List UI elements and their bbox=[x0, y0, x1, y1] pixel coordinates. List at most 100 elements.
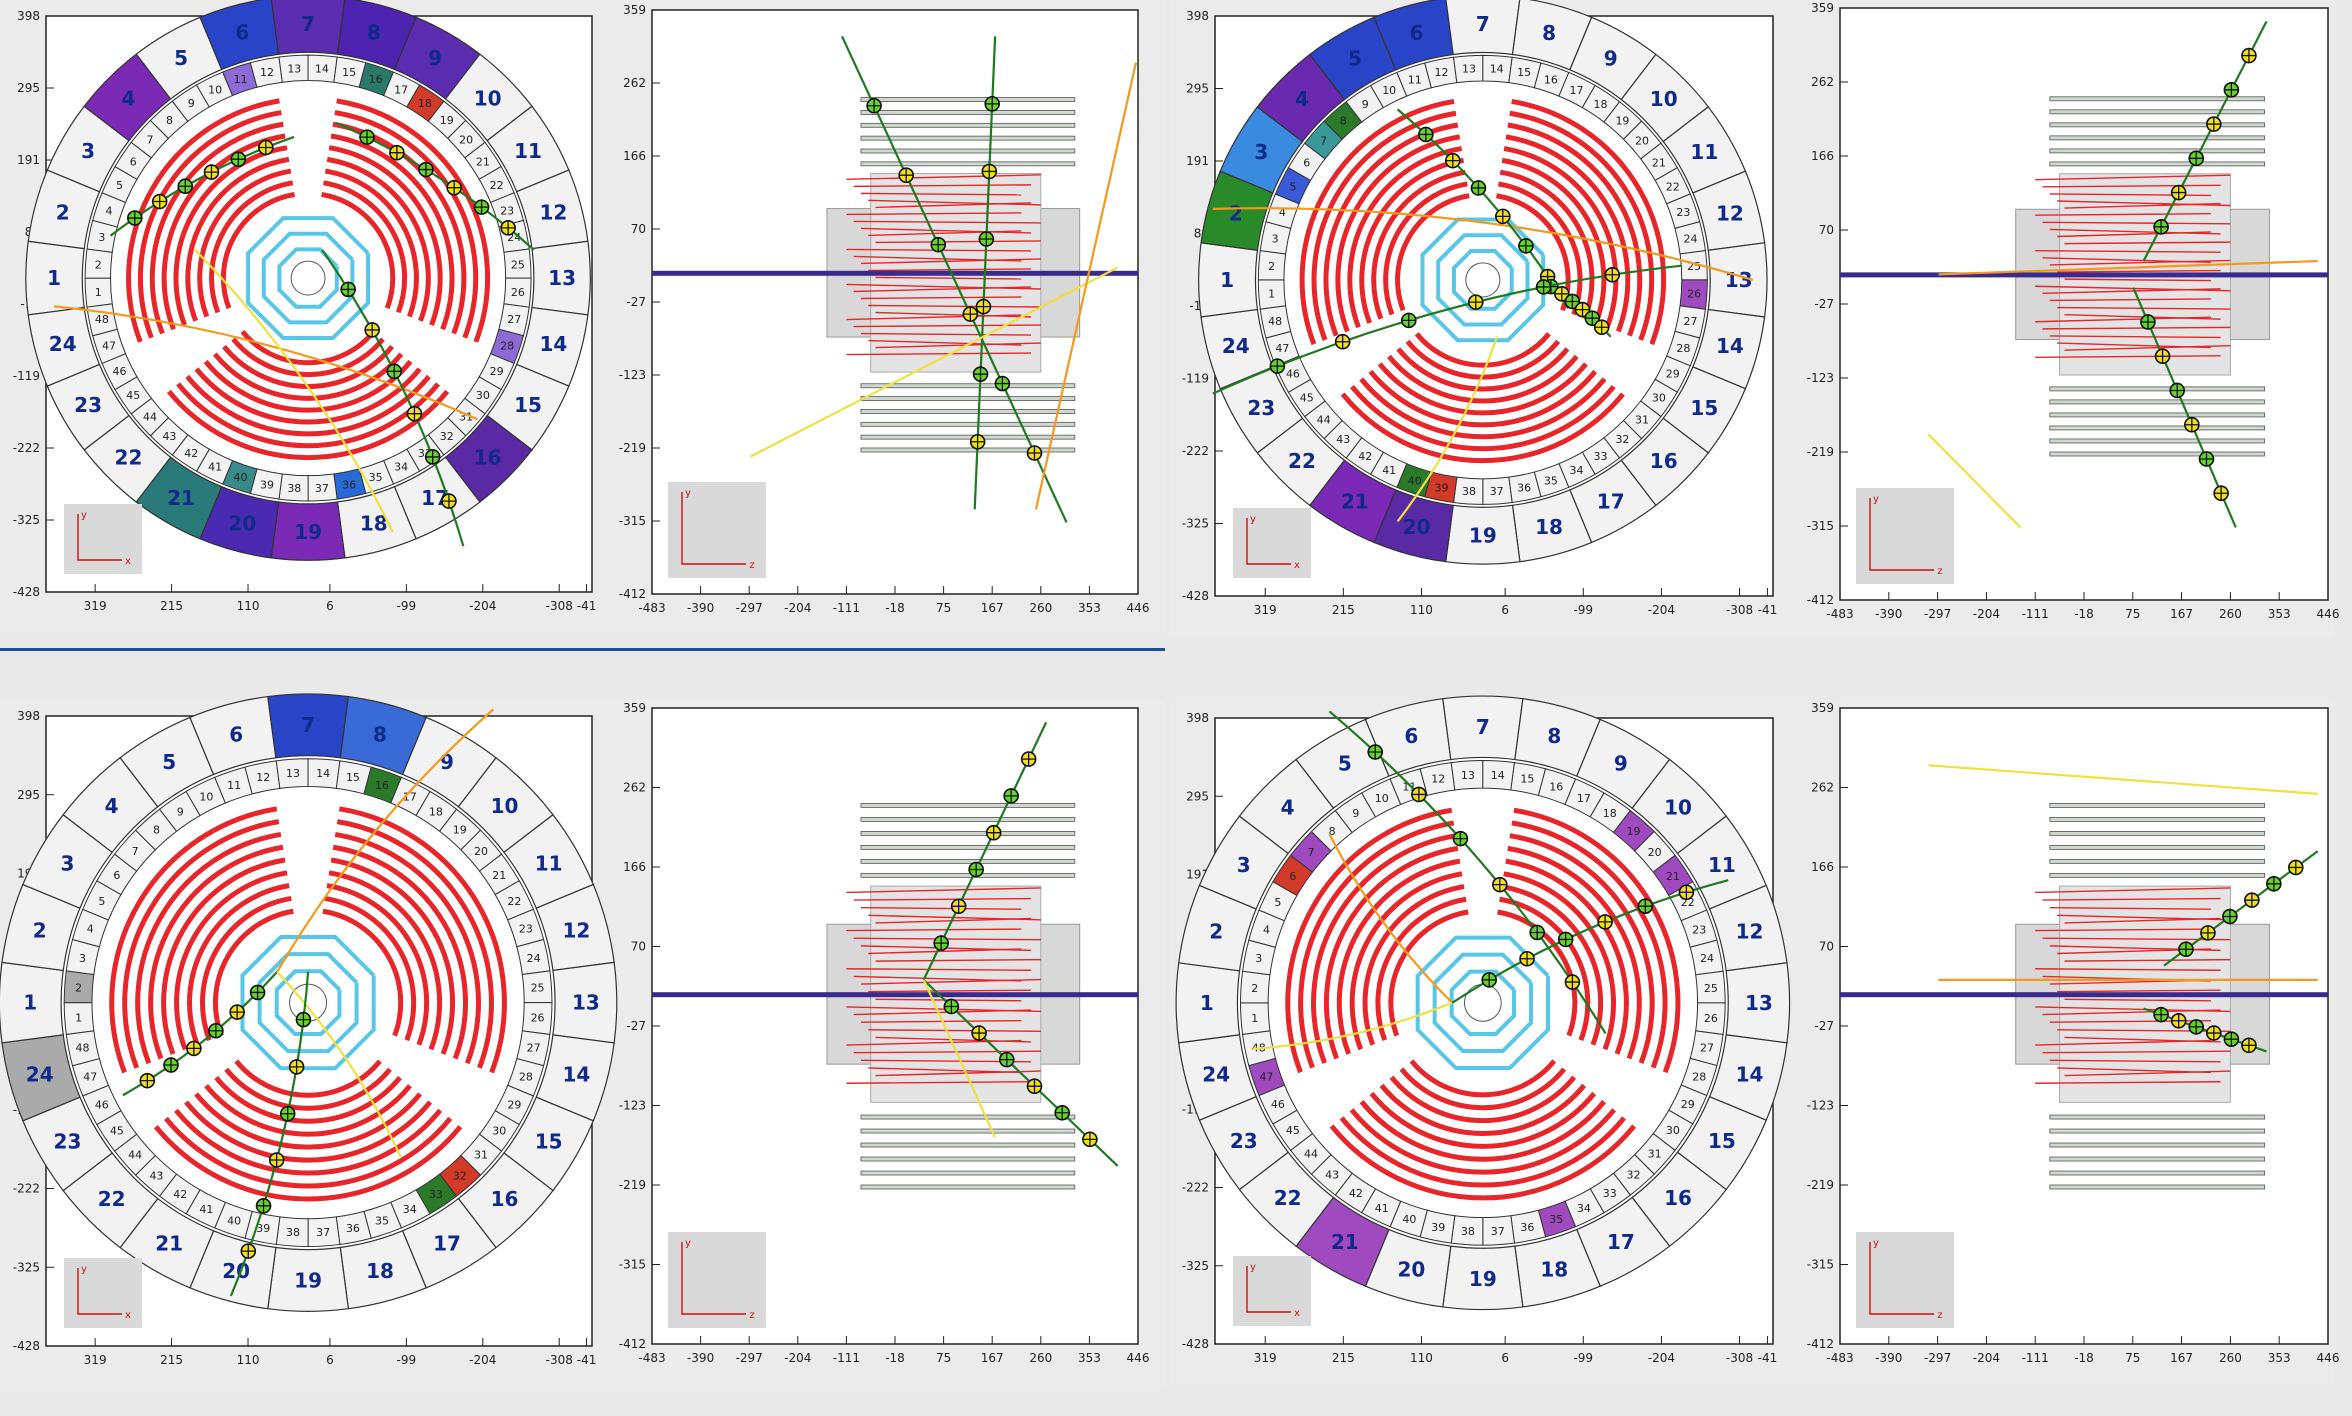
inner-module bbox=[1510, 762, 1547, 797]
inner-module-label: 33 bbox=[429, 1188, 443, 1201]
x-tick-label: 353 bbox=[2268, 1351, 2291, 1365]
outer-module-label: 7 bbox=[301, 12, 315, 36]
tpc-hit-line bbox=[846, 314, 1022, 321]
inner-module bbox=[1310, 809, 1353, 852]
inner-module-label: 13 bbox=[1462, 63, 1476, 76]
outer-module-label: 2 bbox=[1209, 919, 1223, 943]
tpc-layer-arc bbox=[321, 192, 396, 310]
axis-label-v: y bbox=[685, 488, 691, 499]
tpc-hit-line bbox=[2064, 958, 2231, 962]
inner-module-label: 23 bbox=[1676, 206, 1690, 219]
endcap-bar-top bbox=[860, 97, 1076, 102]
endcap-bar-top bbox=[860, 148, 1076, 154]
particle-track bbox=[53, 305, 478, 421]
inner-module bbox=[335, 1210, 372, 1246]
outer-module-label: 4 bbox=[105, 794, 119, 818]
hit-marker bbox=[962, 306, 979, 322]
inner-module-label: 46 bbox=[95, 1098, 109, 1111]
tpc-layer-arc bbox=[224, 1067, 392, 1111]
tpc-layer-arc bbox=[1368, 369, 1598, 428]
inner-module bbox=[101, 353, 138, 391]
y-tick-label: 70 bbox=[631, 222, 646, 236]
hit-marker bbox=[978, 231, 995, 247]
beam-line bbox=[652, 270, 1138, 276]
hit-marker bbox=[998, 1051, 1015, 1068]
y-tick-label: -315 bbox=[619, 514, 646, 528]
inner-module-label: 44 bbox=[128, 1148, 142, 1161]
hit-marker bbox=[500, 220, 516, 236]
x-tick-label: 75 bbox=[936, 601, 951, 615]
hit-marker bbox=[406, 405, 423, 422]
inner-module-label: 35 bbox=[1544, 474, 1558, 487]
inner-module bbox=[1537, 768, 1577, 806]
tpc-layer-arc bbox=[1399, 1067, 1567, 1111]
inner-module-label: 48 bbox=[95, 313, 109, 326]
endcap-bar-bottom bbox=[860, 1114, 1076, 1120]
inner-module bbox=[1248, 1057, 1286, 1097]
tpc-layer-arc bbox=[1409, 1059, 1557, 1098]
outer-module bbox=[457, 1152, 554, 1249]
inner-module-label: 27 bbox=[1684, 315, 1698, 328]
y-tick-label: -219 bbox=[1807, 445, 1834, 459]
outer-module bbox=[22, 1096, 113, 1192]
tpc-hit-line bbox=[2049, 1059, 2221, 1063]
inner-detector-ring bbox=[1415, 935, 1551, 1071]
inner-module-label: 9 bbox=[188, 97, 195, 110]
y-tick-label: 359 bbox=[623, 701, 646, 715]
inner-module-label: 20 bbox=[474, 845, 488, 858]
x-tick-label: 167 bbox=[981, 1351, 1004, 1365]
outer-module-label: 18 bbox=[366, 1259, 394, 1283]
hit-marker bbox=[203, 164, 220, 180]
y-tick-label: 166 bbox=[623, 860, 646, 874]
inner-module-label: 22 bbox=[507, 895, 521, 908]
inner-module-label: 25 bbox=[511, 258, 525, 271]
outer-module-label: 19 bbox=[294, 1268, 322, 1292]
outer-module bbox=[1445, 0, 1521, 56]
outer-module bbox=[1511, 0, 1593, 71]
outer-module-label: 4 bbox=[122, 86, 136, 110]
axis-label-v: y bbox=[1873, 1238, 1879, 1249]
inner-module-label: 24 bbox=[1700, 952, 1714, 965]
tpc-layer-arc bbox=[1405, 339, 1561, 380]
inner-module-label: 36 bbox=[1520, 1221, 1534, 1234]
tpc-layer-arc bbox=[324, 895, 417, 1042]
hit-marker bbox=[898, 167, 914, 183]
outer-module-label: 9 bbox=[1604, 46, 1618, 70]
endcap-bar-bottom bbox=[860, 434, 1076, 440]
rz-view-TL: 359 262 166 70 -27 -123 -219 -315 -412-483 -390 -2… bbox=[619, 3, 1150, 615]
tpc-layer-arc bbox=[212, 908, 294, 1037]
inner-module-label: 5 bbox=[1289, 180, 1296, 193]
y-tick-label: -412 bbox=[619, 1337, 646, 1351]
tpc-hit-line bbox=[860, 258, 1041, 265]
inner-module bbox=[171, 84, 210, 123]
inner-module-label: 38 bbox=[286, 1226, 300, 1239]
hit-marker bbox=[2188, 1019, 2205, 1035]
outer-module-label: 19 bbox=[294, 520, 322, 544]
tpc-layer-arc bbox=[197, 168, 292, 318]
inner-module-label: 27 bbox=[1700, 1041, 1714, 1054]
inner-module bbox=[1674, 221, 1707, 255]
inner-module-label: 7 bbox=[1308, 846, 1315, 859]
endcap-bar-bottom bbox=[860, 1142, 1076, 1148]
x-tick-label: -99 bbox=[397, 1353, 417, 1367]
inner-module-label: 21 bbox=[476, 155, 490, 168]
tpc-layer-arc bbox=[1359, 1100, 1607, 1162]
outer-module bbox=[1442, 695, 1524, 761]
tpc-layer-arc bbox=[1414, 332, 1551, 368]
inner-module bbox=[249, 56, 283, 88]
inner-module bbox=[478, 165, 515, 204]
particle-track bbox=[841, 35, 1068, 523]
tpc-layer-arc bbox=[1505, 134, 1631, 333]
particle-track bbox=[276, 971, 402, 1158]
hit-marker bbox=[1467, 294, 1484, 310]
tpc-hit-line bbox=[2057, 269, 2221, 273]
x-tick-label: 319 bbox=[1254, 1351, 1277, 1365]
y-tick-label: 359 bbox=[623, 3, 646, 17]
hit-marker bbox=[2198, 451, 2215, 467]
x-tick-label: 260 bbox=[1029, 601, 1052, 615]
inner-module bbox=[114, 141, 153, 180]
inner-module-label: 48 bbox=[1268, 315, 1282, 328]
y-tick-label: 359 bbox=[1811, 1, 1834, 15]
inner-module bbox=[222, 459, 258, 495]
outer-module bbox=[1620, 417, 1710, 507]
